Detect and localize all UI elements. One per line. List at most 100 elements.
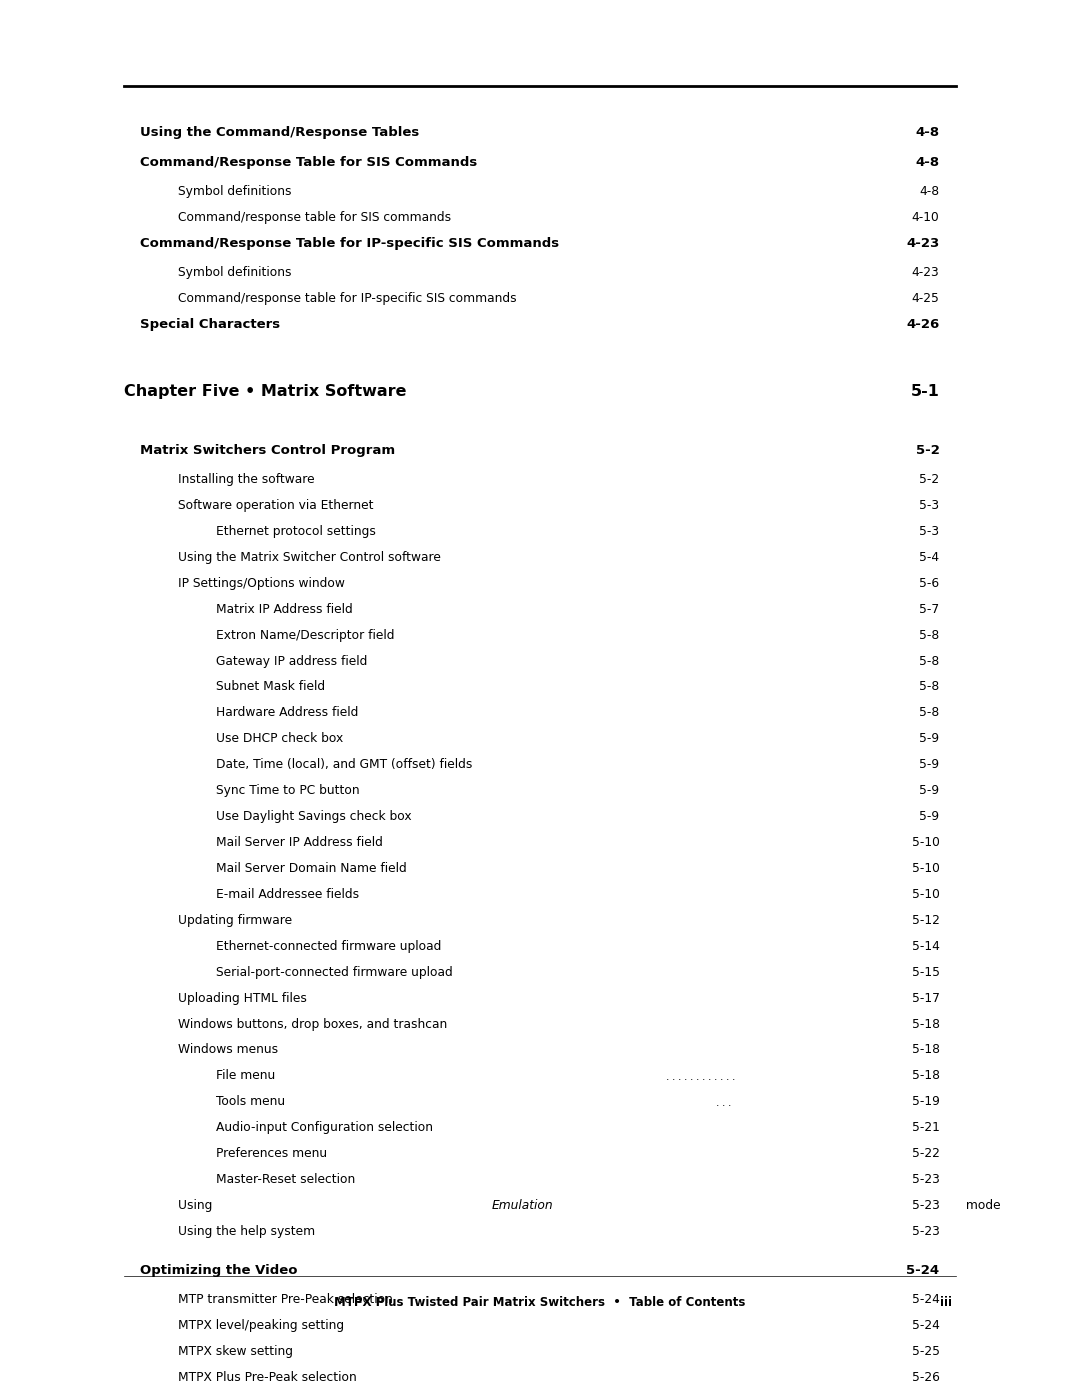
Text: 5-3: 5-3 [919, 525, 940, 538]
Text: Command/Response Table for IP-specific SIS Commands: Command/Response Table for IP-specific S… [140, 236, 559, 250]
Text: 5-9: 5-9 [919, 732, 940, 746]
Text: .: . [726, 1071, 729, 1083]
Text: 5-24: 5-24 [912, 1294, 940, 1306]
Text: 5-26: 5-26 [912, 1370, 940, 1384]
Text: 5-24: 5-24 [906, 1264, 940, 1277]
Text: 5-22: 5-22 [912, 1147, 940, 1160]
Text: MTPX Plus Twisted Pair Matrix Switchers  •  Table of Contents: MTPX Plus Twisted Pair Matrix Switchers … [335, 1296, 745, 1309]
Text: Special Characters: Special Characters [140, 317, 281, 331]
Text: 4-25: 4-25 [912, 292, 940, 305]
Text: Date, Time (local), and GMT (offset) fields: Date, Time (local), and GMT (offset) fie… [216, 759, 472, 771]
Text: Installing the software: Installing the software [178, 474, 315, 486]
Text: Mail Server IP Address field: Mail Server IP Address field [216, 835, 383, 849]
Text: Emulation: Emulation [491, 1199, 553, 1213]
Text: Updating firmware: Updating firmware [178, 914, 293, 926]
Text: 5-10: 5-10 [912, 835, 940, 849]
Text: Software operation via Ethernet: Software operation via Ethernet [178, 499, 374, 511]
Text: Using the help system: Using the help system [178, 1225, 315, 1238]
Text: 5-21: 5-21 [912, 1122, 940, 1134]
Text: .: . [714, 1071, 717, 1083]
Text: 4-8: 4-8 [916, 126, 940, 140]
Text: .: . [721, 1098, 725, 1108]
Text: Mail Server Domain Name field: Mail Server Domain Name field [216, 862, 407, 875]
Text: Using the Command/Response Tables: Using the Command/Response Tables [140, 126, 420, 140]
Text: 5-10: 5-10 [912, 888, 940, 901]
Text: 4-8: 4-8 [916, 155, 940, 169]
Text: Symbol definitions: Symbol definitions [178, 184, 292, 198]
Text: Hardware Address field: Hardware Address field [216, 707, 359, 719]
Text: Command/response table for SIS commands: Command/response table for SIS commands [178, 211, 451, 224]
Text: Symbol definitions: Symbol definitions [178, 265, 292, 279]
Text: .: . [690, 1071, 693, 1083]
Text: 5-9: 5-9 [919, 784, 940, 798]
Text: 4-23: 4-23 [912, 265, 940, 279]
Text: 4-23: 4-23 [906, 236, 940, 250]
Text: Ethernet-connected firmware upload: Ethernet-connected firmware upload [216, 940, 442, 953]
Text: Audio-input Configuration selection: Audio-input Configuration selection [216, 1122, 433, 1134]
Text: 5-6: 5-6 [919, 577, 940, 590]
Text: .: . [684, 1071, 687, 1083]
Text: Windows menus: Windows menus [178, 1044, 279, 1056]
Text: 5-8: 5-8 [919, 680, 940, 693]
Text: Gateway IP address field: Gateway IP address field [216, 655, 367, 668]
Text: MTPX skew setting: MTPX skew setting [178, 1345, 293, 1358]
Text: Command/Response Table for SIS Commands: Command/Response Table for SIS Commands [140, 155, 477, 169]
Text: .: . [716, 1098, 719, 1108]
Text: IP Settings/Options window: IP Settings/Options window [178, 577, 346, 590]
Text: Using: Using [178, 1199, 216, 1213]
Text: Sync Time to PC button: Sync Time to PC button [216, 784, 360, 798]
Text: .: . [696, 1071, 699, 1083]
Text: E-mail Addressee fields: E-mail Addressee fields [216, 888, 360, 901]
Text: 5-2: 5-2 [916, 444, 940, 457]
Text: .: . [707, 1071, 711, 1083]
Text: 4-8: 4-8 [919, 184, 940, 198]
Text: 5-2: 5-2 [919, 474, 940, 486]
Text: 5-4: 5-4 [919, 550, 940, 564]
Text: 5-14: 5-14 [912, 940, 940, 953]
Text: MTPX level/peaking setting: MTPX level/peaking setting [178, 1319, 345, 1333]
Text: 5-23: 5-23 [912, 1173, 940, 1186]
Text: 5-18: 5-18 [912, 1044, 940, 1056]
Text: 5-9: 5-9 [919, 759, 940, 771]
Text: 5-8: 5-8 [919, 707, 940, 719]
Text: 4-26: 4-26 [906, 317, 940, 331]
Text: .: . [672, 1071, 675, 1083]
Text: Serial-port-connected firmware upload: Serial-port-connected firmware upload [216, 965, 453, 979]
Text: 5-17: 5-17 [912, 992, 940, 1004]
Text: 5-12: 5-12 [912, 914, 940, 926]
Text: 5-23: 5-23 [912, 1225, 940, 1238]
Text: Extron Name/Descriptor field: Extron Name/Descriptor field [216, 629, 394, 641]
Text: Matrix IP Address field: Matrix IP Address field [216, 602, 353, 616]
Text: 5-18: 5-18 [912, 1017, 940, 1031]
Text: Ethernet protocol settings: Ethernet protocol settings [216, 525, 376, 538]
Text: 5-24: 5-24 [912, 1319, 940, 1333]
Text: .: . [702, 1071, 705, 1083]
Text: mode: mode [962, 1199, 1001, 1213]
Text: Using the Matrix Switcher Control software: Using the Matrix Switcher Control softwa… [178, 550, 441, 564]
Text: 5-9: 5-9 [919, 810, 940, 823]
Text: Optimizing the Video: Optimizing the Video [140, 1264, 298, 1277]
Text: 5-15: 5-15 [912, 965, 940, 979]
Text: Windows buttons, drop boxes, and trashcan: Windows buttons, drop boxes, and trashca… [178, 1017, 447, 1031]
Text: Command/response table for IP-specific SIS commands: Command/response table for IP-specific S… [178, 292, 517, 305]
Text: 5-3: 5-3 [919, 499, 940, 511]
Text: Chapter Five • Matrix Software: Chapter Five • Matrix Software [124, 384, 407, 400]
Text: Use DHCP check box: Use DHCP check box [216, 732, 343, 746]
Text: .: . [728, 1098, 731, 1108]
Text: Master-Reset selection: Master-Reset selection [216, 1173, 355, 1186]
Text: iii: iii [940, 1296, 951, 1309]
Text: 4-10: 4-10 [912, 211, 940, 224]
Text: .: . [719, 1071, 723, 1083]
Text: 5-8: 5-8 [919, 629, 940, 641]
Text: File menu: File menu [216, 1069, 275, 1083]
Text: .: . [666, 1071, 670, 1083]
Text: 5-10: 5-10 [912, 862, 940, 875]
Text: MTPX Plus Pre-Peak selection: MTPX Plus Pre-Peak selection [178, 1370, 357, 1384]
Text: Matrix Switchers Control Program: Matrix Switchers Control Program [140, 444, 395, 457]
Text: 5-18: 5-18 [912, 1069, 940, 1083]
Text: Uploading HTML files: Uploading HTML files [178, 992, 307, 1004]
Text: .: . [731, 1071, 734, 1083]
Text: Use Daylight Savings check box: Use Daylight Savings check box [216, 810, 411, 823]
Text: 5-1: 5-1 [910, 384, 940, 400]
Text: 5-23: 5-23 [912, 1199, 940, 1213]
